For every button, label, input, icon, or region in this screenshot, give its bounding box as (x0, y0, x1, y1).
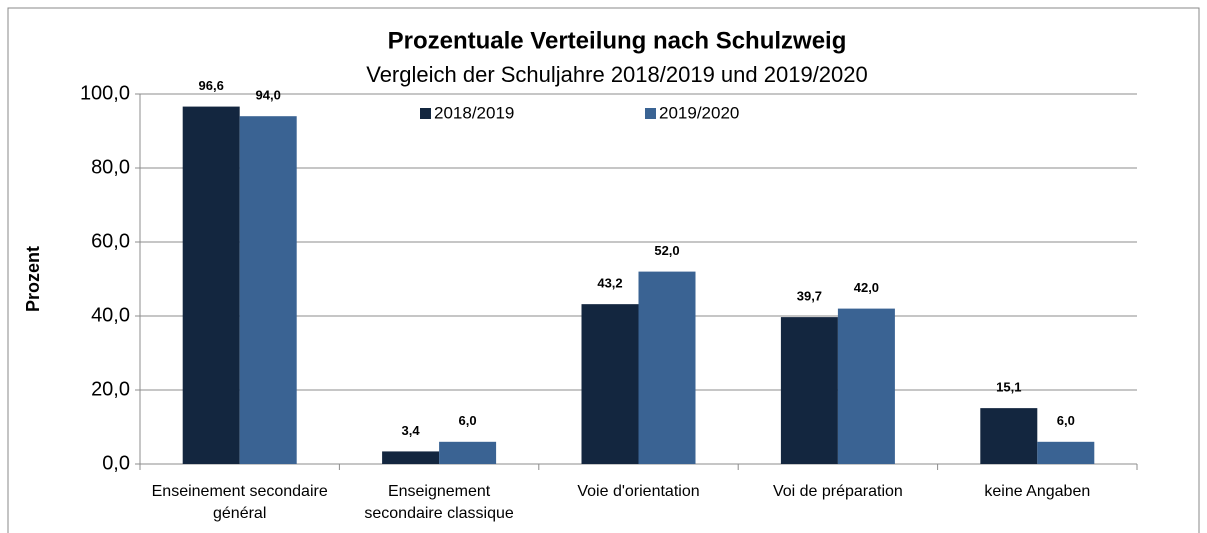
legend-swatch (645, 108, 656, 119)
bar (382, 451, 440, 464)
bar (780, 317, 838, 464)
x-tick-label: Voie d'orientation (577, 483, 700, 500)
y-tick-label: 20,0 (91, 378, 130, 400)
bar (439, 441, 497, 464)
legend-swatch (420, 108, 431, 119)
legend-label: 2019/2020 (659, 103, 739, 122)
data-label: 15,1 (996, 380, 1021, 395)
bar (638, 271, 696, 464)
chart-subtitle: Vergleich der Schuljahre 2018/2019 und 2… (366, 62, 868, 87)
bar (1037, 441, 1095, 464)
bar (837, 308, 895, 464)
x-tick-label: Enseinement secondaire général (151, 483, 328, 522)
data-label: 39,7 (797, 289, 822, 304)
data-label: 96,6 (199, 78, 224, 93)
x-tick-label: Voi de préparation (772, 483, 903, 500)
data-label: 6,0 (459, 413, 477, 428)
data-label: 52,0 (654, 243, 679, 258)
y-axis-label: Prozent (23, 246, 43, 312)
x-tick-label: keine Angaben (984, 483, 1091, 500)
legend-label: 2018/2019 (434, 103, 514, 122)
bar (581, 304, 639, 464)
chart-title: Prozentuale Verteilung nach Schulzweig (388, 27, 847, 54)
y-tick-label: 80,0 (91, 156, 130, 178)
bar (182, 106, 240, 464)
data-label: 42,0 (854, 280, 879, 295)
data-label: 43,2 (597, 276, 622, 291)
data-label: 6,0 (1057, 413, 1075, 428)
bar (239, 116, 297, 464)
x-tick-label: Enseignement secondaire classique (364, 483, 514, 522)
frame (7, 7, 1200, 533)
y-tick-label: 100,0 (80, 82, 130, 104)
y-tick-label: 0,0 (102, 452, 130, 474)
data-label: 3,4 (402, 423, 421, 438)
bar (980, 408, 1038, 464)
data-label: 94,0 (256, 88, 281, 103)
y-tick-label: 40,0 (91, 304, 130, 326)
y-tick-label: 60,0 (91, 230, 130, 252)
